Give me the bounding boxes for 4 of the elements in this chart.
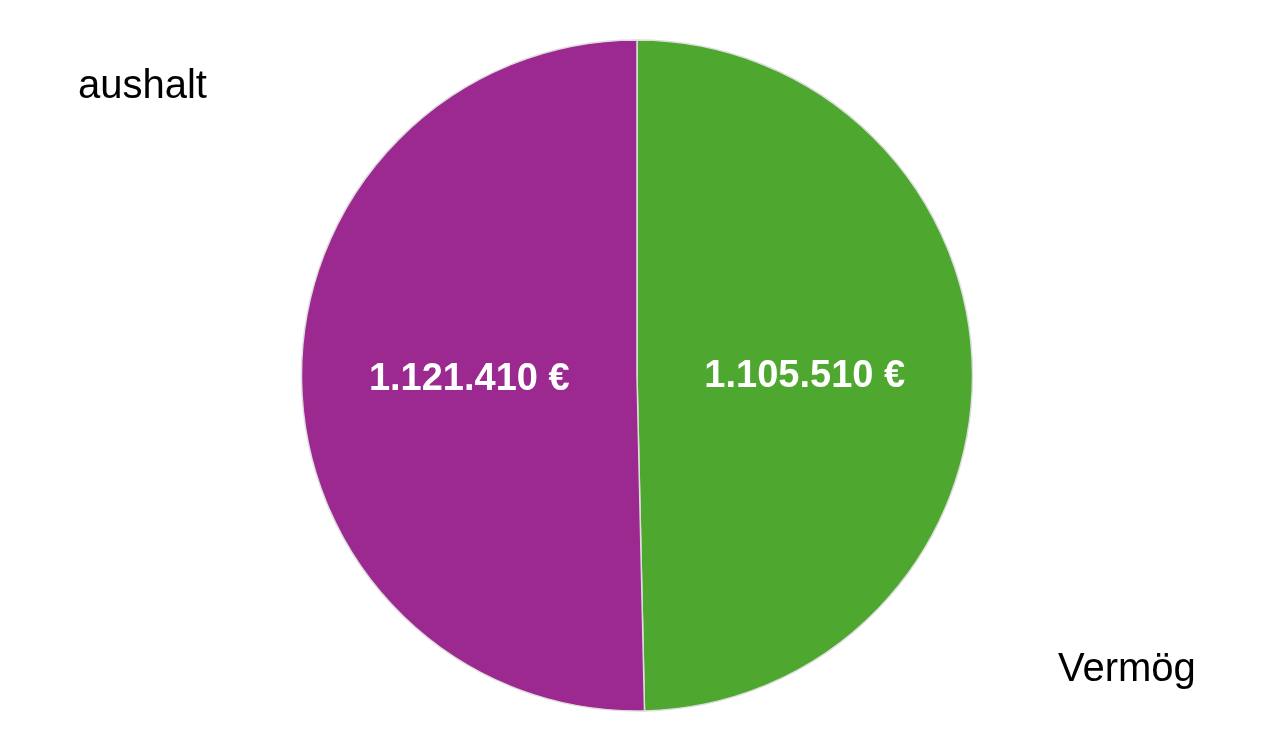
slice-label: Vermög (1058, 645, 1196, 689)
slice-label: aushalt (78, 62, 207, 106)
data-label: 1.121.410 € (368, 356, 570, 399)
data-label: 1.105.510 € (704, 352, 906, 395)
